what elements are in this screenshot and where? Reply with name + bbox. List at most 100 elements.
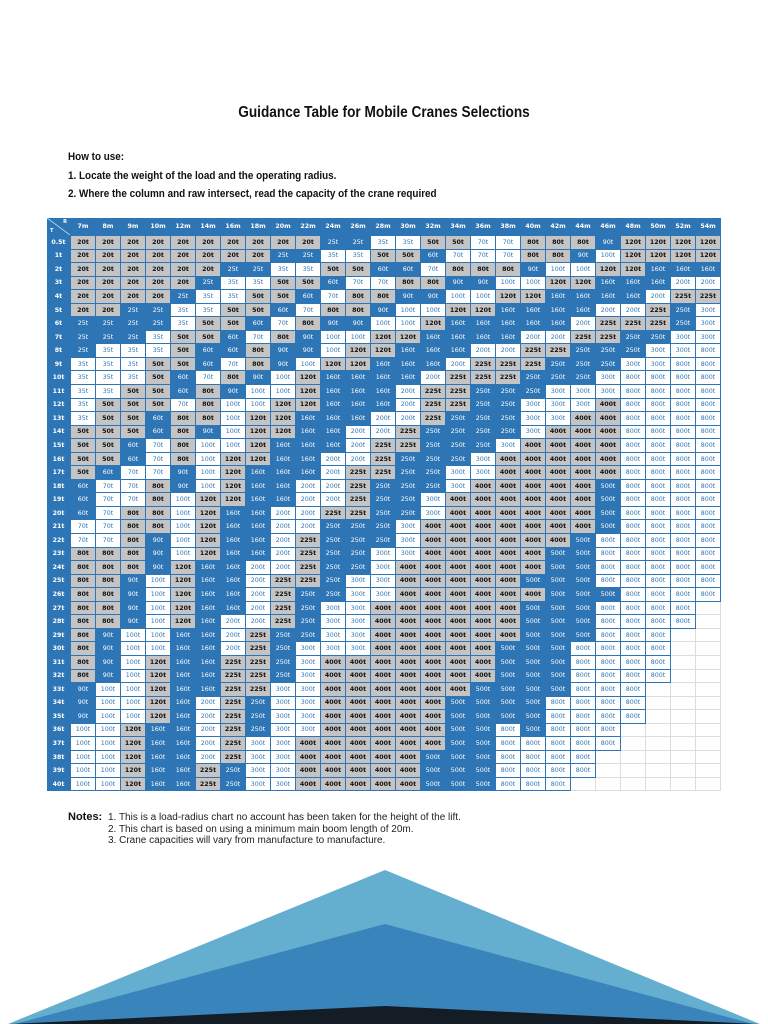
capacity-cell: 400t xyxy=(446,628,471,643)
capacity-cell: 250t xyxy=(321,547,346,562)
empty-cell xyxy=(696,696,721,711)
how-to-step: 2. Where the column and raw intersect, r… xyxy=(68,188,437,200)
capacity-cell: 250t xyxy=(621,330,646,345)
capacity-cell: 800t xyxy=(646,439,671,453)
capacity-cell: 35t xyxy=(296,263,321,277)
capacity-cell: 400t xyxy=(446,561,471,575)
capacity-cell: 90t xyxy=(196,425,221,440)
capacity-cell: 100t xyxy=(521,276,546,291)
capacity-cell: 120t xyxy=(146,696,171,711)
table-row: 29t 80t 90t 100t 100t 160t 160t 200t 225t 250t 250… xyxy=(47,628,721,643)
capacity-cell: 400t xyxy=(571,439,596,453)
capacity-cell: 160t xyxy=(196,588,221,602)
capacity-cell: 35t xyxy=(146,344,171,358)
capacity-cell: 100t xyxy=(196,466,221,480)
capacity-cell: 800t xyxy=(621,506,646,521)
capacity-cell: 225t xyxy=(296,534,321,548)
capacity-cell: 50t xyxy=(346,263,371,277)
capacity-cell: 90t xyxy=(596,236,621,250)
capacity-cell: 80t xyxy=(246,344,271,358)
capacity-cell: 225t xyxy=(346,466,371,480)
capacity-cell: 120t xyxy=(696,249,721,264)
capacity-cell: 20t xyxy=(146,249,171,264)
capacity-cell: 400t xyxy=(421,520,446,535)
capacity-cell: 800t xyxy=(596,615,621,629)
table-row: 0.5t 20t 20t 20t 20t 20t 20t 20t 20t 20t 20t 25t 25t… xyxy=(47,236,721,250)
capacity-cell: 20t xyxy=(221,236,246,250)
capacity-cell: 500t xyxy=(571,561,596,575)
capacity-cell: 400t xyxy=(496,534,521,548)
capacity-cell: 35t xyxy=(96,344,121,358)
capacity-cell: 400t xyxy=(421,710,446,724)
capacity-cell: 70t xyxy=(271,317,296,331)
capacity-cell: 160t xyxy=(221,561,246,575)
capacity-cell: 300t xyxy=(546,385,571,399)
capacity-cell: 80t xyxy=(171,452,196,467)
capacity-cell: 120t xyxy=(696,236,721,250)
capacity-cell: 160t xyxy=(296,425,321,440)
capacity-cell: 80t xyxy=(146,479,171,494)
row-header-load: 31t xyxy=(47,655,71,670)
capacity-cell: 400t xyxy=(321,777,346,792)
capacity-cell: 80t xyxy=(71,615,96,629)
capacity-cell: 200t xyxy=(296,493,321,507)
capacity-cell: 250t xyxy=(246,696,271,711)
capacity-cell: 120t xyxy=(296,385,321,399)
notes-list: 1. This is a load-radius chart no accoun… xyxy=(108,812,461,847)
capacity-cell: 400t xyxy=(346,750,371,765)
table-row: 4t 20t 20t 20t 20t 25t 35t 35t 50t 50t 60t 70t 80t 80… xyxy=(47,290,721,304)
capacity-cell: 60t xyxy=(146,425,171,440)
corner-radius-label: R xyxy=(63,219,67,225)
capacity-cell: 70t xyxy=(121,479,146,494)
capacity-cell: 160t xyxy=(546,317,571,331)
how-to-step: 1. Locate the weight of the load and the… xyxy=(68,169,337,182)
capacity-cell: 300t xyxy=(371,574,396,589)
capacity-cell: 160t xyxy=(171,777,196,792)
capacity-cell: 100t xyxy=(96,723,121,738)
empty-cell xyxy=(646,777,671,792)
capacity-cell: 60t xyxy=(371,263,396,277)
capacity-cell: 400t xyxy=(396,628,421,643)
capacity-cell: 300t xyxy=(271,683,296,697)
capacity-cell: 800t xyxy=(646,588,671,602)
capacity-cell: 80t xyxy=(121,561,146,575)
capacity-cell: 300t xyxy=(671,330,696,345)
capacity-cell: 35t xyxy=(396,236,421,250)
capacity-cell: 800t xyxy=(621,561,646,575)
capacity-cell: 120t xyxy=(196,520,221,535)
capacity-cell: 35t xyxy=(171,317,196,331)
capacity-cell: 300t xyxy=(646,344,671,358)
row-header-load: 12t xyxy=(47,398,71,413)
capacity-cell: 100t xyxy=(346,330,371,345)
capacity-cell: 160t xyxy=(471,330,496,345)
capacity-cell: 250t xyxy=(371,479,396,494)
table-row: 19t 60t 70t 70t 80t 100t 120t 120t 160t 160t 200t 2… xyxy=(47,493,721,507)
capacity-cell: 800t xyxy=(546,750,571,765)
capacity-cell: 160t xyxy=(346,385,371,399)
capacity-cell: 400t xyxy=(496,479,521,494)
capacity-cell: 50t xyxy=(171,344,196,358)
capacity-cell: 100t xyxy=(96,750,121,765)
capacity-cell: 160t xyxy=(221,520,246,535)
capacity-cell: 50t xyxy=(371,249,396,264)
capacity-cell: 250t xyxy=(371,534,396,548)
capacity-cell: 800t xyxy=(571,655,596,670)
row-header-load: 5t xyxy=(47,303,71,318)
capacity-cell: 160t xyxy=(646,263,671,277)
capacity-cell: 160t xyxy=(546,290,571,304)
capacity-cell: 160t xyxy=(371,385,396,399)
capacity-cell: 90t xyxy=(271,344,296,358)
capacity-cell: 80t xyxy=(71,669,96,684)
capacity-cell: 160t xyxy=(221,534,246,548)
capacity-cell: 100t xyxy=(96,710,121,724)
capacity-cell: 250t xyxy=(521,371,546,386)
capacity-cell: 300t xyxy=(296,642,321,656)
capacity-cell: 800t xyxy=(521,764,546,778)
empty-cell xyxy=(671,696,696,711)
capacity-cell: 25t xyxy=(121,303,146,318)
capacity-cell: 70t xyxy=(221,357,246,372)
capacity-cell: 800t xyxy=(671,493,696,507)
capacity-cell: 160t xyxy=(321,398,346,413)
capacity-cell: 250t xyxy=(571,357,596,372)
capacity-cell: 225t xyxy=(346,506,371,521)
